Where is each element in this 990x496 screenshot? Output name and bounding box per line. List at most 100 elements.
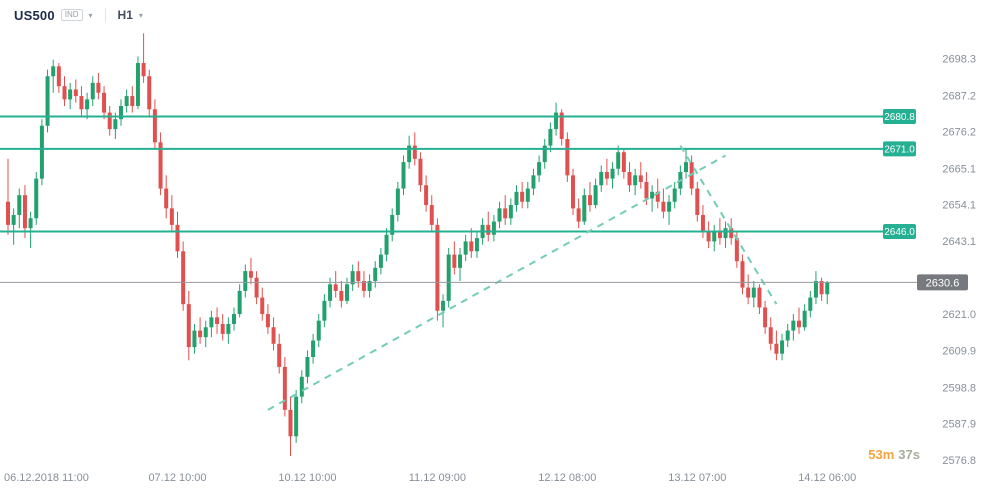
candle [593,178,598,209]
candle [90,76,95,106]
time-axis-label: 10.12 10:00 [278,472,336,484]
candle [672,181,677,209]
candle [684,148,688,179]
candle [514,185,519,212]
candle [808,290,813,318]
price-level-tag-label: 2646.0 [884,227,915,238]
price-axis[interactable] [880,30,990,466]
header-divider [104,8,106,22]
candle [599,165,604,192]
candle [203,320,208,348]
candle [254,271,259,305]
candle [446,248,451,308]
candle [164,175,169,219]
candle [633,168,638,196]
candle [604,158,609,186]
candle [463,234,468,262]
candle [740,254,745,295]
candle [22,185,27,239]
time-axis[interactable] [0,466,880,496]
symbol-selector[interactable]: US500 IND ▾ [14,8,93,23]
trendline[interactable] [679,145,778,305]
candle [503,195,508,225]
candle [751,281,756,308]
candle [746,274,751,305]
candle [723,221,728,248]
candle [661,188,666,219]
price-level-tag [883,109,916,125]
timeframe-selector[interactable]: H1 ▾ [118,8,143,22]
candle [192,323,197,354]
candle [508,198,513,225]
candle [486,211,491,242]
price-axis-label: 2676.2 [942,127,976,139]
price-axis-label: 2698.3 [942,54,976,66]
candle [384,228,389,262]
candlesticks [6,33,830,457]
candle [260,287,265,321]
candle [181,241,186,311]
candle [638,162,643,189]
candle [147,69,152,116]
candle [243,264,248,298]
candle [548,122,553,153]
candle [305,350,310,384]
candle [356,261,361,288]
candle [542,139,547,169]
candle [248,257,253,285]
candle [102,86,107,120]
price-level-tag-label: 2671.0 [884,144,915,155]
candle [520,181,525,209]
price-axis-label: 2587.9 [942,418,976,430]
candle [316,314,321,348]
candle [587,181,592,212]
candle [497,201,502,229]
candle [576,198,581,229]
candle [135,56,140,110]
candle [802,304,807,331]
candle [339,281,344,308]
candle [390,208,395,242]
price-axis-label: 2621.0 [942,309,976,321]
symbol-name: US500 [14,7,55,23]
candle [531,168,536,196]
chevron-down-icon: ▾ [138,10,143,20]
candle [610,162,615,189]
candle [706,221,711,248]
time-axis-label: 12.12 08:00 [538,472,596,484]
price-level-tag [883,141,916,157]
candle [791,314,796,341]
candle [395,181,400,222]
candle [407,135,412,169]
candle [152,99,157,149]
candle [45,69,50,133]
time-axis-label: 07.12 10:00 [148,472,206,484]
candle [627,162,632,192]
candle [220,314,225,341]
candle [350,264,355,291]
candle [73,79,78,103]
price-axis-label: 2643.1 [942,236,976,248]
candle [265,304,270,334]
candle [700,205,705,239]
chevron-down-icon: ▾ [88,10,93,20]
candle [232,307,236,331]
candle [378,248,383,275]
countdown-minutes: 53m [868,447,895,462]
bar-close-countdown: 53m 37s [868,447,920,462]
candle [667,195,672,225]
price-level-tag-label: 2680.8 [884,112,915,123]
candle [311,333,316,364]
candle [85,92,90,120]
candle [616,145,621,176]
candle [169,195,174,232]
candle [452,241,457,275]
candle [712,224,717,252]
candle [79,86,84,116]
candle [107,105,112,136]
candle [237,284,242,318]
candle [124,89,129,113]
candle [819,277,824,301]
